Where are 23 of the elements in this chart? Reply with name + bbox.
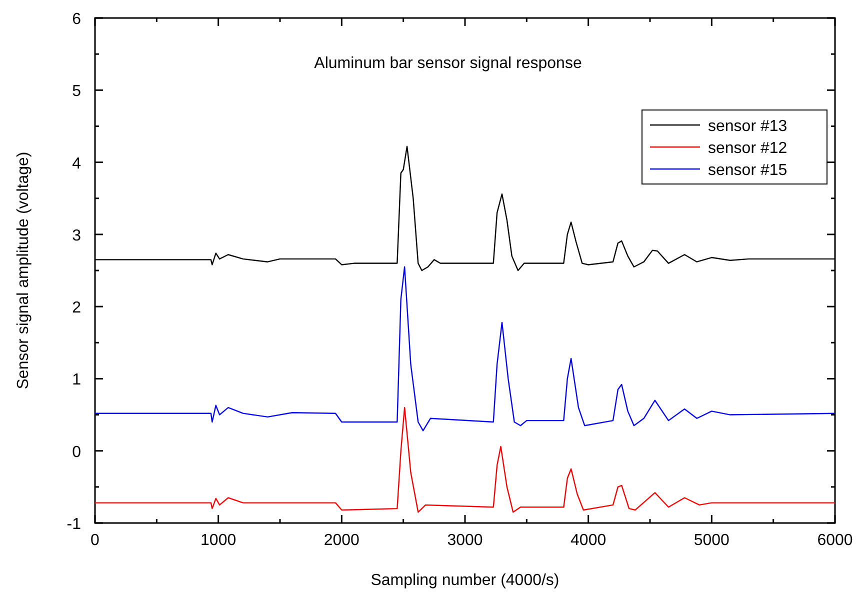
legend-label: sensor #12: [708, 140, 788, 157]
x-axis-title: Sampling number (4000/s): [370, 572, 560, 589]
x-tick-label: 1000: [200, 532, 236, 549]
y-tick-label: -1: [66, 516, 82, 533]
y-tick-label: 5: [72, 83, 82, 100]
x-tick-label: 6000: [817, 532, 853, 549]
x-tick-label: 0: [90, 532, 100, 549]
y-axis-title: Sensor signal amplitude (voltage): [15, 152, 32, 390]
x-tick-label: 5000: [694, 532, 730, 549]
legend-label: sensor #13: [708, 118, 788, 135]
y-tick-label: 1: [72, 372, 82, 389]
x-tick-label: 3000: [447, 532, 483, 549]
y-tick-label: 0: [72, 444, 82, 461]
legend-label: sensor #15: [708, 162, 788, 179]
y-tick-label: 3: [72, 227, 82, 244]
text: Aluminum bar sensor signal response: [314, 55, 582, 72]
line-series: [94, 266, 836, 432]
x-tick-label: 4000: [570, 532, 606, 549]
line-series: [94, 406, 836, 513]
y-tick-label: 4: [72, 155, 82, 172]
y-tick-label: 2: [72, 300, 82, 317]
x-tick-label: 2000: [324, 532, 360, 549]
y-tick-label: 6: [72, 11, 82, 28]
